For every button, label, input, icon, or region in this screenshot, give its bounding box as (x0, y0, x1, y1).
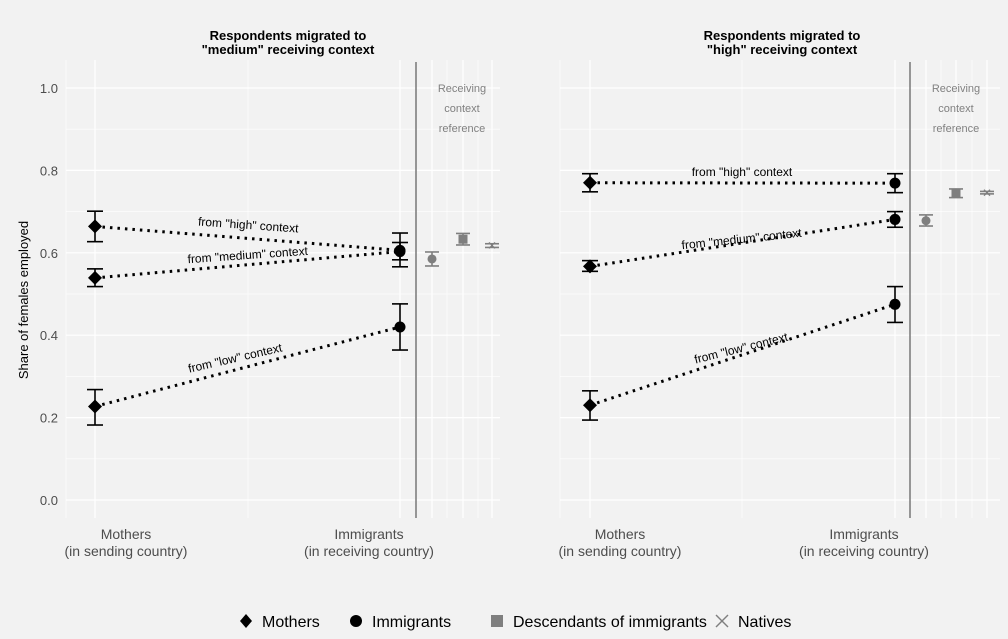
immigrants-point (889, 177, 901, 189)
immigrants-point (889, 213, 901, 225)
connector-line (94, 325, 401, 408)
panel-2: Respondents migrated to "high" receiving … (559, 28, 1000, 559)
y-tick-label: 0.8 (40, 163, 58, 178)
reference-label: Receiving context reference (932, 83, 980, 135)
x-tick-label: Mothers (in sending country) (559, 526, 682, 559)
legend-item-label: Natives (738, 614, 791, 631)
reference-descendants-point (458, 234, 468, 244)
mothers-point (88, 219, 102, 234)
panel-title: Respondents migrated to "high" receiving … (704, 28, 861, 57)
y-tick-label: 0.4 (40, 328, 58, 343)
reference-immigrants-point (427, 254, 437, 264)
panel-title: Respondents migrated to "medium" receivin… (202, 28, 375, 57)
x-tick-label: Mothers (in sending country) (65, 526, 188, 559)
connector-line (589, 217, 896, 268)
panel-1: Respondents migrated to "medium" receivin… (65, 28, 500, 559)
connector-line (589, 302, 896, 407)
immigrants-point (394, 246, 406, 258)
legend-item-label: Mothers (262, 614, 320, 631)
legend: Mothers Immigrants Descendants of immigran… (240, 614, 791, 631)
connector-line (94, 250, 401, 280)
y-tick-label: 1.0 (40, 81, 58, 96)
reference-descendants-point (951, 188, 961, 198)
legend-cross-icon (715, 614, 729, 628)
mothers-point (583, 398, 597, 413)
legend-square-icon (491, 615, 503, 627)
x-tick-label: Immigrants (in receiving country) (304, 526, 434, 559)
legend-item-label: Descendants of immigrants (513, 614, 707, 631)
y-axis-label: Share of females employed (16, 221, 31, 379)
reference-immigrants-point (921, 216, 931, 226)
series-label: from "high" context (692, 165, 793, 179)
immigrants-point (889, 298, 901, 310)
reference-label: Receiving context reference (438, 83, 486, 135)
mothers-point (88, 399, 102, 414)
series-label: from "high" context (198, 215, 300, 236)
reference-natives-point (983, 189, 991, 197)
legend-diamond-icon (240, 614, 252, 628)
y-tick-label: 0.0 (40, 493, 58, 508)
legend-circle-icon (350, 615, 362, 627)
mothers-point (583, 175, 597, 190)
x-tick-label: Immigrants (in receiving country) (799, 526, 929, 559)
immigrants-point (394, 321, 406, 333)
mothers-point (583, 259, 597, 274)
y-tick-label: 0.2 (40, 411, 58, 426)
reference-natives-point (488, 241, 496, 249)
legend-item-label: Immigrants (372, 614, 451, 631)
y-tick-label: 0.6 (40, 246, 58, 261)
mothers-point (88, 270, 102, 285)
